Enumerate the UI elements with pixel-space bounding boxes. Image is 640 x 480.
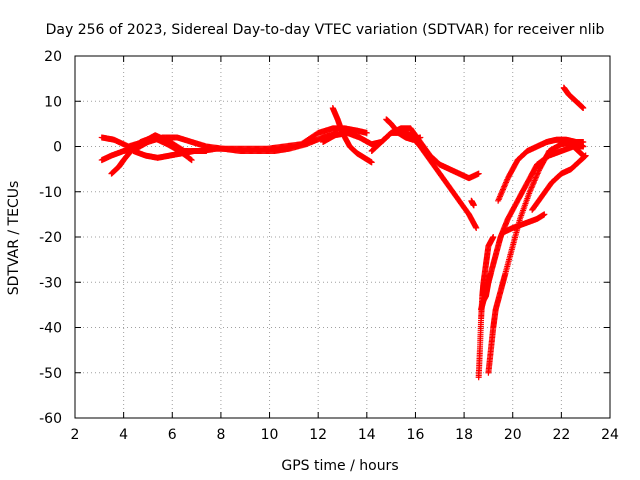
x-tick-label: 22	[552, 427, 570, 443]
y-tick-labels: 20 10 0 -10 -20 -30 -40 -50 -60	[39, 49, 62, 427]
x-tick-label: 24	[601, 427, 619, 443]
data-point	[188, 157, 195, 164]
data-point	[368, 159, 375, 166]
data-point	[580, 152, 587, 159]
data-point	[580, 143, 587, 150]
data-points	[98, 84, 589, 381]
data-point	[473, 224, 480, 231]
data-point	[475, 170, 482, 177]
x-axis-label: GPS time / hours	[281, 458, 398, 474]
series-track-d	[130, 148, 210, 161]
x-tick-label: 10	[261, 427, 279, 443]
y-tick-label: -60	[39, 411, 62, 427]
chart-title: Day 256 of 2023, Sidereal Day-to-day VTE…	[46, 22, 605, 38]
data-point	[203, 148, 210, 155]
x-tick-label: 20	[504, 427, 522, 443]
y-tick-label: -40	[39, 321, 62, 337]
x-tick-label: 8	[216, 427, 225, 443]
y-tick-label: 20	[44, 49, 62, 65]
x-tick-label: 4	[119, 427, 128, 443]
x-tick-label: 6	[168, 427, 177, 443]
data-point	[490, 234, 497, 240]
series-track-f	[320, 129, 480, 231]
y-tick-label: 10	[44, 94, 62, 110]
y-tick-label: -20	[39, 230, 62, 246]
x-tick-label: 14	[358, 427, 376, 443]
x-tick-labels: 2 4 6 8 10 12 14 16 18 20 22 24	[71, 427, 619, 443]
x-tick-label: 18	[455, 427, 473, 443]
y-tick-label: 0	[53, 140, 62, 156]
x-tick-label: 16	[407, 427, 425, 443]
data-point	[541, 211, 548, 218]
y-tick-label: -30	[39, 275, 62, 291]
x-tick-label: 2	[71, 427, 80, 443]
series-track-e	[329, 105, 375, 166]
y-tick-label: -50	[39, 366, 62, 382]
data-point	[417, 134, 424, 141]
series-track-q	[570, 143, 587, 159]
y-axis-label: SDTVAR / TECUs	[6, 181, 22, 296]
series-track-h	[383, 116, 424, 143]
series-track-p	[560, 84, 587, 112]
series-track-g	[368, 125, 482, 182]
grid	[75, 56, 610, 418]
series-track-i	[468, 197, 477, 209]
x-tick-label: 12	[309, 427, 327, 443]
series-track-l	[485, 138, 587, 376]
y-tick-label: -10	[39, 185, 62, 201]
data-point	[470, 202, 477, 209]
axis-ticks	[74, 55, 611, 419]
data-point	[580, 105, 587, 112]
series-track-m	[495, 136, 587, 204]
series-track-n	[500, 211, 548, 236]
data-point	[363, 129, 370, 136]
